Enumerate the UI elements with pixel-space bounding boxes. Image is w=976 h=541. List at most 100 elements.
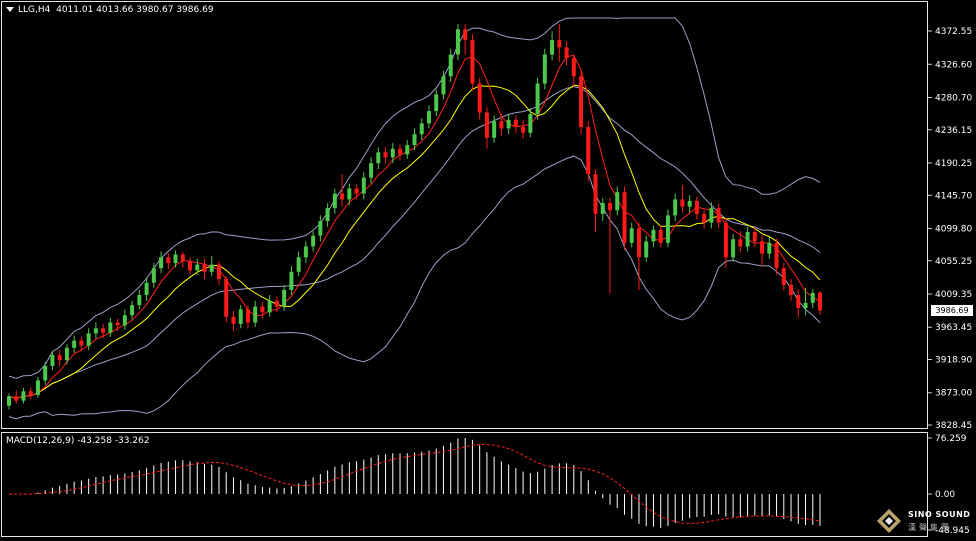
candle-bear bbox=[216, 264, 221, 280]
candle-bull bbox=[282, 289, 287, 307]
candle-bull bbox=[325, 208, 330, 222]
candle-bear bbox=[658, 229, 663, 243]
candle-bull bbox=[665, 215, 670, 243]
candle-bear bbox=[274, 300, 279, 307]
price-axis-label: 4009.35 bbox=[935, 290, 972, 300]
candle-bull bbox=[86, 333, 91, 346]
candle-bear bbox=[781, 268, 786, 285]
candle-bull bbox=[7, 396, 11, 406]
bollinger-bands bbox=[8, 17, 821, 420]
macd-axis: 76.259 0.00 -48.945 bbox=[928, 434, 970, 536]
bollinger-middle-line bbox=[8, 86, 821, 400]
candle-bull bbox=[600, 203, 605, 214]
candle-bear bbox=[499, 121, 504, 129]
candle-bear bbox=[586, 126, 591, 175]
sino-sound-logo: SINO SOUND 漢聲集團 bbox=[876, 508, 972, 538]
macd-axis-label: 0.00 bbox=[935, 490, 955, 500]
candle-bull bbox=[144, 282, 149, 295]
candle-bear bbox=[723, 222, 728, 258]
candle-bull bbox=[108, 322, 113, 333]
candle-bear bbox=[680, 199, 685, 207]
candle-bull bbox=[803, 302, 808, 309]
candle-bear bbox=[260, 306, 265, 313]
candle-bull bbox=[419, 123, 424, 135]
candle-bull bbox=[296, 257, 301, 272]
price-axis-label: 4326.60 bbox=[935, 60, 972, 70]
macd-header: MACD(12,26,9) -43.258 -33.262 bbox=[6, 436, 150, 446]
candle-bull bbox=[253, 306, 258, 323]
price-axis-label: 4055.25 bbox=[935, 257, 972, 267]
candle-bull bbox=[369, 163, 374, 178]
candle-bear bbox=[513, 119, 518, 127]
candle-bull bbox=[629, 228, 634, 243]
candle-bear bbox=[180, 254, 185, 261]
candle-bull bbox=[173, 254, 178, 264]
candle-bull bbox=[347, 188, 352, 200]
candle-bear bbox=[579, 76, 584, 127]
candle-bull bbox=[535, 83, 540, 114]
candle-bear bbox=[694, 200, 699, 214]
candle-bear bbox=[760, 241, 765, 254]
candle-bull bbox=[767, 242, 772, 254]
chart-header[interactable]: LLG,H4 4011.01 4013.66 3980.67 3986.69 bbox=[6, 5, 214, 15]
candle-bear bbox=[571, 58, 576, 77]
candle-bear bbox=[716, 208, 721, 223]
price-pane-border bbox=[1, 1, 928, 429]
candle-bull bbox=[159, 257, 164, 269]
candle-bear bbox=[224, 279, 229, 317]
candle-bull bbox=[709, 208, 714, 223]
candle-bear bbox=[593, 174, 598, 214]
price-axis-label: 3918.90 bbox=[935, 356, 972, 366]
candle-bull bbox=[93, 328, 98, 334]
candle-bear bbox=[484, 112, 489, 138]
candle-bear bbox=[608, 203, 613, 211]
candle-bull bbox=[289, 271, 294, 290]
price-axis-label: 3828.45 bbox=[935, 421, 972, 431]
candle-bull bbox=[492, 121, 497, 138]
candle-bear bbox=[14, 396, 19, 401]
price-axis: 4372.55 4326.60 4280.70 4236.15 4190.25 4145.… bbox=[928, 27, 972, 431]
candle-bull bbox=[528, 113, 533, 133]
candle-bull bbox=[434, 94, 439, 112]
price-axis-label: 4190.25 bbox=[935, 159, 972, 169]
candle-bear bbox=[477, 83, 482, 113]
ma-slow-line bbox=[8, 84, 821, 400]
candle-bull bbox=[72, 340, 77, 348]
candle-bull bbox=[21, 391, 26, 401]
candle-bear bbox=[774, 242, 779, 269]
candle-bear bbox=[166, 257, 171, 264]
bollinger-lower-line bbox=[8, 155, 821, 420]
candlesticks bbox=[7, 24, 822, 410]
candle-bear bbox=[354, 188, 359, 194]
candle-bull bbox=[673, 199, 678, 216]
candle-bear bbox=[752, 231, 757, 242]
candle-bull bbox=[426, 111, 431, 124]
candle-bull bbox=[318, 221, 323, 236]
price-axis-label: 4280.70 bbox=[935, 94, 972, 104]
candle-bull bbox=[332, 193, 337, 209]
candle-bear bbox=[463, 29, 468, 41]
candle-bull bbox=[137, 294, 142, 306]
candle-bear bbox=[202, 264, 207, 272]
candle-bear bbox=[188, 260, 193, 271]
logo-name: SINO SOUND bbox=[908, 510, 971, 519]
symbol-label: LLG,H4 bbox=[18, 5, 51, 15]
candle-bull bbox=[448, 54, 453, 77]
candle-bear bbox=[470, 40, 475, 84]
candle-bear bbox=[231, 316, 236, 324]
logo-icon bbox=[877, 509, 901, 533]
candle-bull bbox=[151, 268, 156, 283]
candle-bear bbox=[398, 148, 403, 155]
dropdown-arrow-icon[interactable] bbox=[6, 7, 14, 12]
candle-bull bbox=[50, 355, 55, 366]
candle-bull bbox=[615, 192, 620, 211]
price-axis-label: 4145.70 bbox=[935, 191, 972, 201]
ohlc-values: 4011.01 4013.66 3980.67 3986.69 bbox=[56, 5, 214, 15]
candle-bear bbox=[28, 391, 33, 395]
candle-bear bbox=[818, 292, 822, 311]
candle-bear bbox=[702, 213, 707, 223]
candle-bull bbox=[405, 145, 410, 155]
candle-bull bbox=[455, 29, 460, 55]
macd-axis-label: 76.259 bbox=[935, 434, 967, 444]
candle-bull bbox=[745, 231, 750, 247]
